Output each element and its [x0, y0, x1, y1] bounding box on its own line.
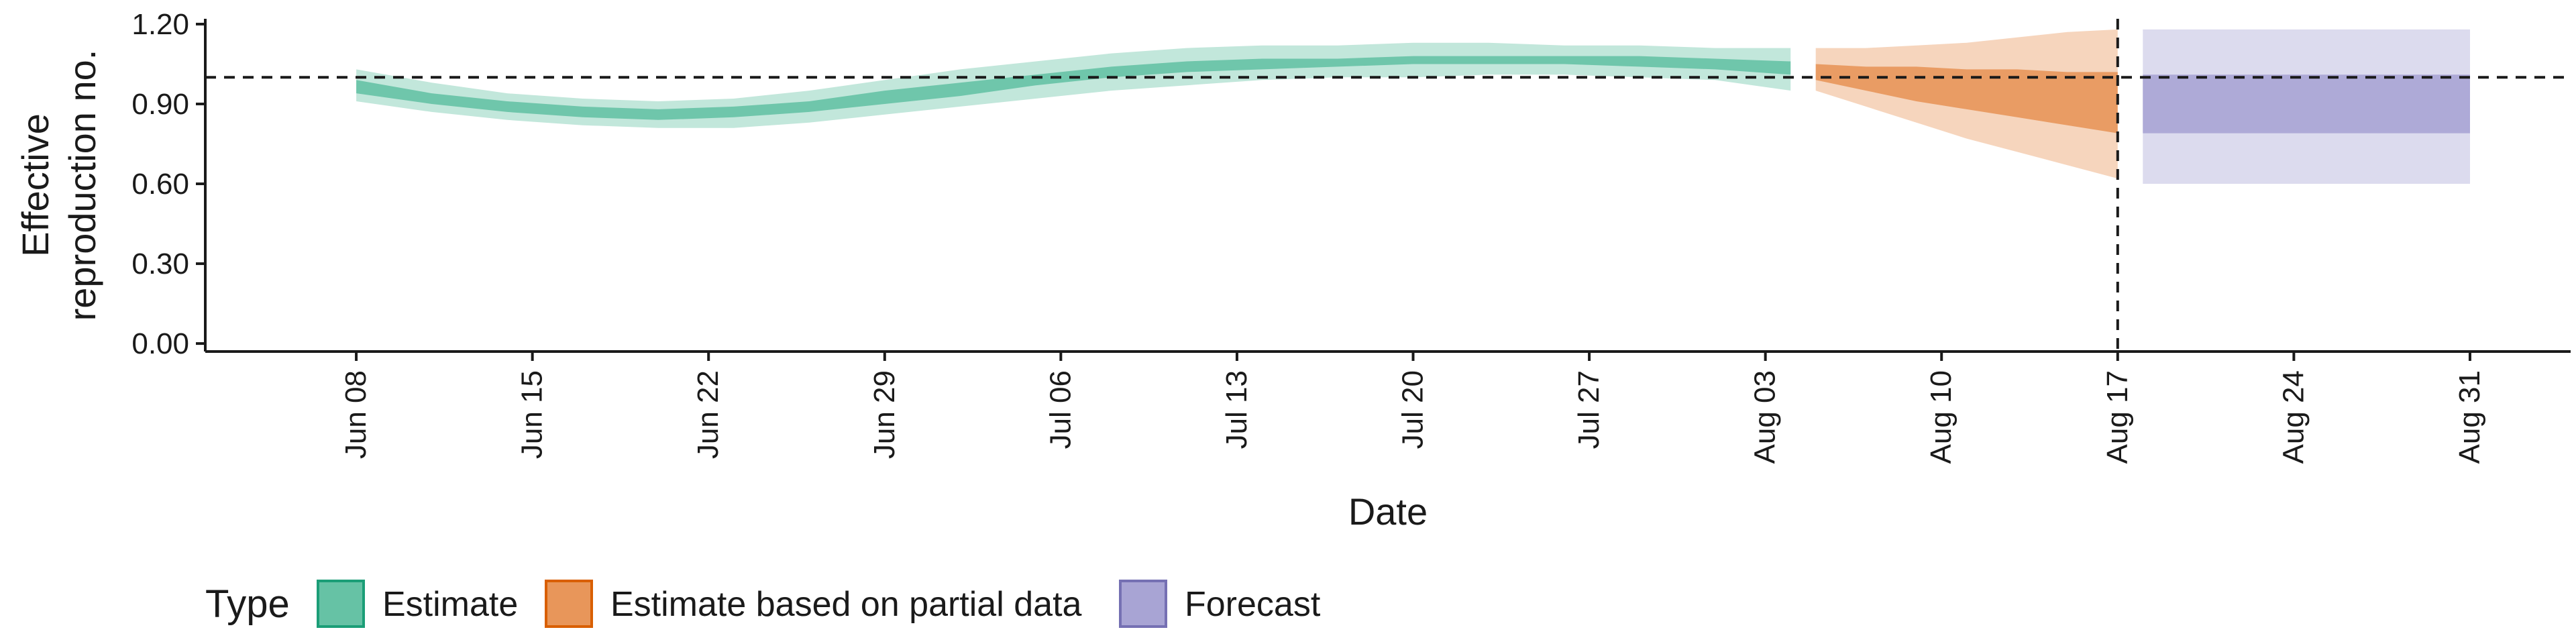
legend-label-estimate-based-on-partial-data: Estimate based on partial data: [610, 585, 1082, 624]
x-tick-label: Jul 20: [1397, 370, 1430, 449]
legend: Type Estimate Estimate based on partial da…: [205, 580, 1321, 628]
y-axis-title: Effective reproduction no.: [14, 50, 103, 321]
x-tick-label: Aug 10: [1925, 370, 1957, 464]
y-tick-label: 0.30: [131, 248, 189, 280]
y-axis-title-line: Effective: [14, 113, 56, 257]
x-axis-ticks: Jun 08 Jun 15 Jun 22 Jun 29 Jul 06 Jul 13 Jul …: [339, 352, 2486, 464]
y-axis-title-line: reproduction no.: [61, 50, 103, 321]
legend-key-estimate: [317, 580, 365, 628]
y-tick-label: 1.20: [131, 8, 189, 41]
y-tick-label: 0.60: [131, 168, 189, 201]
legend-label-forecast: Forecast: [1185, 585, 1321, 624]
x-tick-label: Aug 17: [2101, 370, 2134, 464]
y-axis-ticks: 0.00 0.30 0.60 0.90 1.20: [131, 8, 205, 360]
x-tick-label: Aug 03: [1749, 370, 1782, 464]
x-tick-label: Jul 27: [1572, 370, 1605, 449]
x-tick-label: Aug 31: [2453, 370, 2486, 464]
estimate-inner-band: [356, 56, 1791, 120]
x-tick-label: Jun 15: [516, 370, 549, 459]
legend-title: Type: [205, 582, 290, 626]
legend-key-estimate-based-on-partial-data: [545, 580, 593, 628]
x-tick-label: Jul 13: [1220, 370, 1253, 449]
plot-bands: [356, 29, 2470, 184]
forecast-inner-band: [2143, 74, 2470, 133]
x-axis-title: Date: [1348, 490, 1428, 533]
legend-key-forecast: [1119, 580, 1167, 628]
x-tick-label: Aug 24: [2277, 370, 2310, 464]
y-tick-label: 0.00: [131, 327, 189, 360]
legend-label-estimate: Estimate: [382, 585, 518, 624]
y-tick-label: 0.90: [131, 88, 189, 121]
x-tick-label: Jun 29: [868, 370, 901, 459]
x-tick-label: Jun 22: [692, 370, 724, 459]
x-tick-label: Jun 08: [339, 370, 372, 459]
estimate-based-on-partial-data-inner-band: [1815, 64, 2118, 133]
x-tick-label: Jul 06: [1044, 370, 1077, 449]
